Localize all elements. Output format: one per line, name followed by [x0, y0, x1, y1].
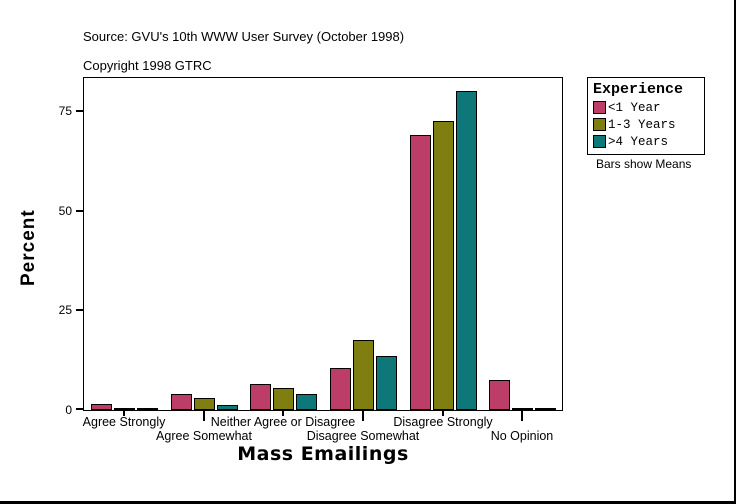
- legend-item: >4 Years: [593, 134, 699, 149]
- x-axis-tick: [123, 410, 125, 416]
- x-category-label: Neither Agree or Disagree: [210, 415, 356, 429]
- y-axis-tick: [76, 408, 84, 410]
- bar: [295, 394, 317, 410]
- bar: [193, 398, 215, 410]
- bar: [170, 394, 192, 410]
- x-axis-title: Mass Emailings: [237, 443, 409, 465]
- legend-item: 1-3 Years: [593, 117, 699, 132]
- bar: [329, 368, 351, 410]
- y-tick-label: 50: [58, 203, 72, 218]
- bar: [272, 388, 294, 410]
- legend-title: Experience: [593, 81, 684, 98]
- bar: [534, 408, 556, 410]
- bar: [249, 384, 271, 410]
- x-category-label: Agree Somewhat: [156, 429, 252, 443]
- x-axis-tick: [282, 410, 284, 416]
- bar: [409, 135, 431, 410]
- plot-area: Mass Emailings 0 25 50 75 Agree Strongly Agre…: [59, 77, 563, 465]
- x-axis-tick: [442, 410, 444, 416]
- y-axis-tick: [76, 209, 84, 212]
- y-tick-label: 25: [58, 303, 72, 318]
- bars-show-means-note: Bars show Means: [596, 157, 692, 171]
- legend-swatch-1-3-years-icon: [593, 118, 606, 131]
- x-axis-tick: [203, 410, 205, 421]
- bar: [216, 405, 238, 410]
- legend-swatch-lt1-year-icon: [593, 101, 606, 114]
- legend-swatch-gt4-years-icon: [593, 135, 606, 148]
- bar: [90, 404, 112, 410]
- bar: [113, 408, 135, 410]
- y-tick-label: 0: [65, 403, 72, 417]
- x-category-label: Disagree Somewhat: [306, 429, 420, 443]
- bar: [455, 91, 477, 410]
- bar: [352, 340, 374, 410]
- x-category-label: Agree Strongly: [82, 415, 166, 429]
- x-axis-tick: [362, 410, 364, 421]
- x-category-label: Disagree Strongly: [393, 415, 493, 429]
- y-axis-tick: [76, 110, 84, 112]
- legend-label: <1 Year: [608, 100, 661, 115]
- legend-item: <1 Year: [593, 100, 699, 115]
- legend-label: 1-3 Years: [608, 117, 676, 132]
- bar: [511, 408, 533, 410]
- copyright-text: Copyright 1998 GTRC: [83, 58, 212, 73]
- bar: [136, 408, 158, 410]
- y-tick-label: 75: [58, 104, 72, 118]
- x-category-label: No Opinion: [490, 429, 554, 443]
- source-text: Source: GVU's 10th WWW User Survey (Octo…: [83, 29, 405, 44]
- y-axis-tick: [76, 309, 84, 312]
- bar: [432, 121, 454, 410]
- x-axis-tick: [521, 410, 523, 421]
- legend-box: Experience <1 Year 1-3 Years >4 Years: [587, 77, 705, 155]
- bar: [375, 356, 397, 410]
- bar: [488, 380, 510, 410]
- legend-label: >4 Years: [608, 134, 669, 149]
